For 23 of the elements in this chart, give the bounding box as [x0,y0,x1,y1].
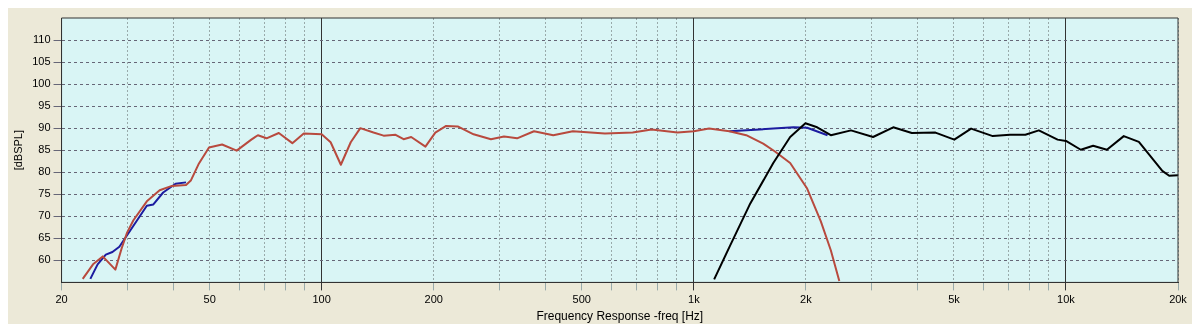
x-tick-label: 200 [424,293,443,306]
x-tick-label: 20 [55,293,68,306]
y-tick-label: 70 [38,209,51,222]
y-tick-label: 110 [33,33,51,46]
x-tick-label: 10k [1057,293,1076,306]
x-tick-label: 500 [572,293,591,306]
y-axis-title: [dBSPL] [11,130,24,171]
y-tick-label: 85 [38,143,51,156]
x-tick-label: 50 [203,293,216,306]
y-tick-label: 95 [38,99,51,112]
x-tick-label: 1k [688,293,701,306]
y-tick-label: 100 [32,77,51,90]
x-axis-title: Frequency Response -freq [Hz] [536,309,704,324]
y-tick-label: 75 [38,187,51,200]
x-tick-label: 100 [312,293,331,306]
y-tick-label: 80 [38,165,51,178]
y-tick-label: 65 [38,231,51,244]
y-tick-label: 105 [32,55,51,68]
x-tick-label: 5k [948,293,961,306]
y-tick-label: 90 [38,121,51,134]
x-tick-label: 20k [1169,293,1188,306]
x-tick-label: 2k [800,293,813,306]
y-tick-label: 60 [38,253,51,266]
